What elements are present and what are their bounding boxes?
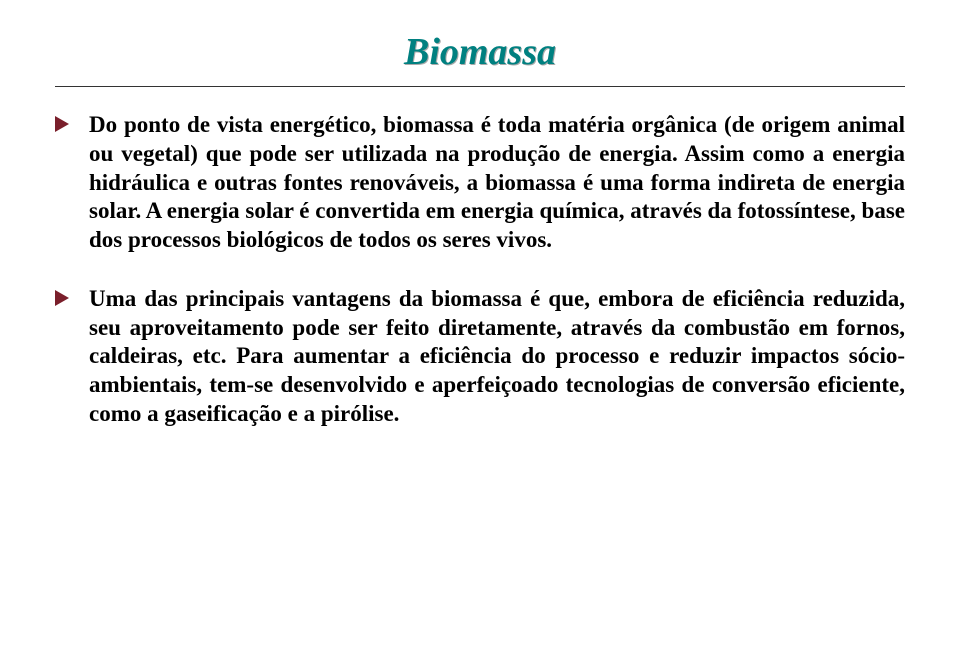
triangle-bullet-icon — [55, 116, 69, 132]
bullet-item: Do ponto de vista energético, biomassa é… — [55, 111, 905, 255]
bullet-text: Uma das principais vantagens da biomassa… — [89, 286, 905, 426]
title-container: Biomassa — [55, 30, 905, 74]
bullet-item: Uma das principais vantagens da biomassa… — [55, 285, 905, 429]
slide-title: Biomassa — [404, 30, 556, 74]
bullet-text: Do ponto de vista energético, biomassa é… — [89, 112, 905, 252]
bullet-list: Do ponto de vista energético, biomassa é… — [55, 111, 905, 429]
triangle-bullet-icon — [55, 290, 69, 306]
title-divider — [55, 86, 905, 87]
